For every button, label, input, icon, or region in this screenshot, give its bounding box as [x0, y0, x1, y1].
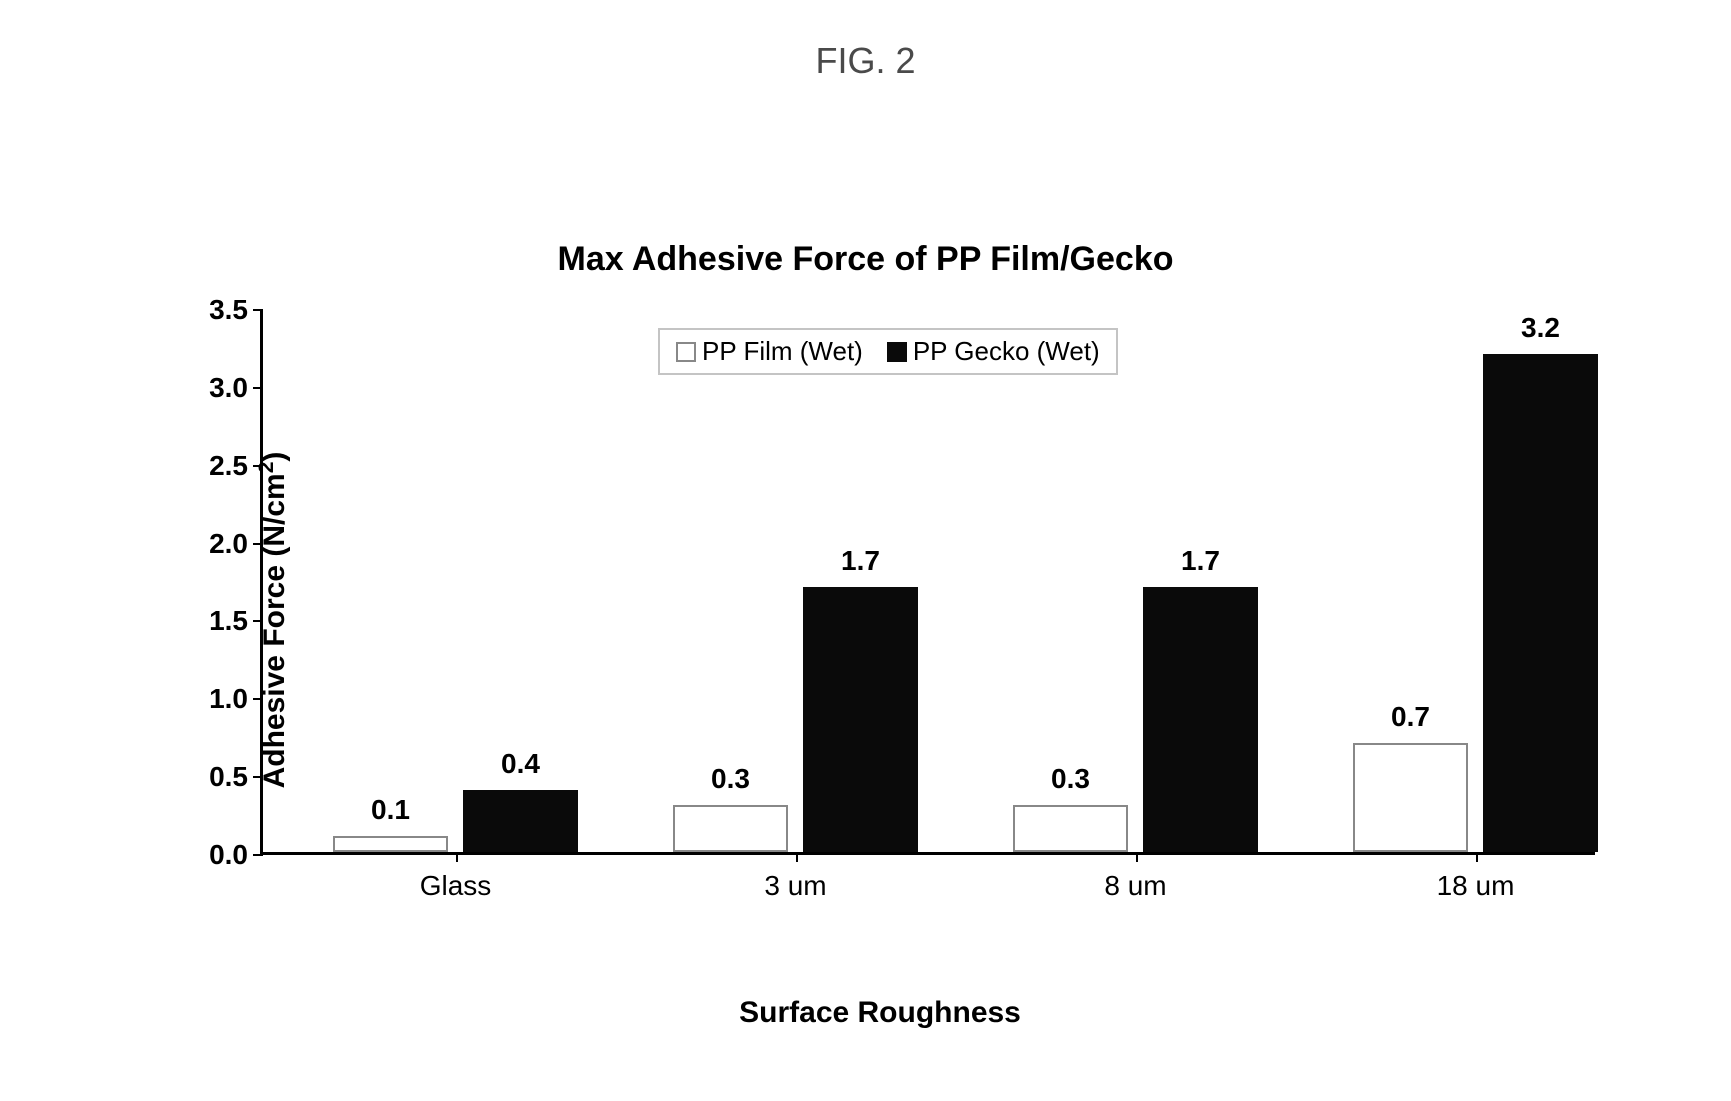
legend-label-pp-film: PP Film (Wet)	[702, 336, 863, 367]
x-tick	[456, 852, 458, 862]
bar-value-label: 0.3	[1051, 763, 1090, 795]
legend: PP Film (Wet) PP Gecko (Wet)	[658, 328, 1118, 375]
legend-item-pp-gecko: PP Gecko (Wet)	[887, 336, 1100, 367]
y-tick-label: 0.5	[168, 761, 248, 793]
chart-container: Adhesive Force (N/cm2) PP Film (Wet) PP …	[165, 310, 1595, 930]
x-tick	[1476, 852, 1478, 862]
x-tick	[796, 852, 798, 862]
bar	[1143, 587, 1258, 852]
x-tick-label: Glass	[420, 870, 492, 902]
bar	[333, 836, 448, 852]
bar-value-label: 1.7	[1181, 545, 1220, 577]
y-tick	[253, 698, 263, 700]
x-tick-label: 8 um	[1104, 870, 1166, 902]
x-tick-label: 18 um	[1437, 870, 1515, 902]
bar	[1013, 805, 1128, 852]
y-tick	[253, 309, 263, 311]
bar-value-label: 0.3	[711, 763, 750, 795]
bar-value-label: 0.4	[501, 748, 540, 780]
y-tick-label: 3.5	[168, 294, 248, 326]
y-tick-label: 1.5	[168, 605, 248, 637]
bar-value-label: 1.7	[841, 545, 880, 577]
legend-swatch-open	[676, 342, 696, 362]
y-tick	[253, 465, 263, 467]
bar-value-label: 3.2	[1521, 312, 1560, 344]
y-tick	[253, 854, 263, 856]
figure-caption: FIG. 2	[815, 40, 915, 82]
bar	[1483, 354, 1598, 852]
x-tick-label: 3 um	[764, 870, 826, 902]
bar	[803, 587, 918, 852]
y-tick-label: 2.5	[168, 450, 248, 482]
legend-item-pp-film: PP Film (Wet)	[676, 336, 863, 367]
legend-swatch-filled	[887, 342, 907, 362]
plot-area: PP Film (Wet) PP Gecko (Wet) 0.00.51.01.…	[260, 310, 1595, 855]
y-tick	[253, 776, 263, 778]
bar	[673, 805, 788, 852]
y-tick	[253, 543, 263, 545]
bar-value-label: 0.7	[1391, 701, 1430, 733]
y-tick-label: 0.0	[168, 839, 248, 871]
y-tick-label: 2.0	[168, 528, 248, 560]
y-tick	[253, 387, 263, 389]
y-tick	[253, 620, 263, 622]
x-axis-label: Surface Roughness	[739, 996, 1021, 1030]
chart-title: Max Adhesive Force of PP Film/Gecko	[558, 240, 1174, 279]
legend-label-pp-gecko: PP Gecko (Wet)	[913, 336, 1100, 367]
bar-value-label: 0.1	[371, 794, 410, 826]
bar	[463, 790, 578, 852]
y-tick-label: 1.0	[168, 683, 248, 715]
bar	[1353, 743, 1468, 852]
x-tick	[1136, 852, 1138, 862]
y-tick-label: 3.0	[168, 372, 248, 404]
